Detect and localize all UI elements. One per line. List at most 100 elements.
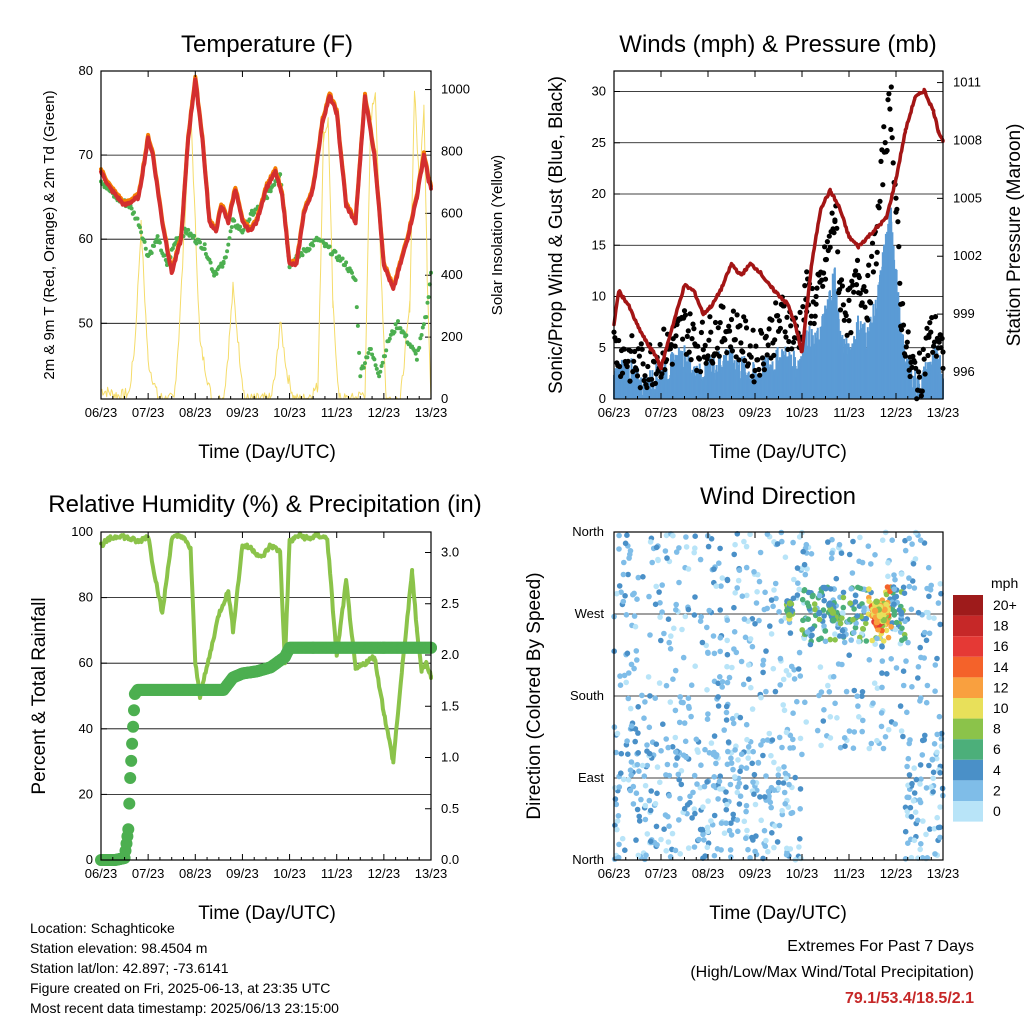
wind-direction-point <box>863 620 869 627</box>
wind-direction-point <box>657 600 663 606</box>
dewpoint-point <box>370 352 375 357</box>
rh-ytick-label: 0 <box>86 852 93 867</box>
wind-direction-point <box>682 738 689 745</box>
wind-direction-point <box>667 646 674 652</box>
wind-direction-point <box>715 796 721 802</box>
solar-ytick-label-right: 800 <box>441 143 463 158</box>
wind-direction-point <box>847 600 854 606</box>
wind-direction-point <box>786 672 792 678</box>
wind-gust-point <box>732 337 738 343</box>
dir-xtick-label: 07/23 <box>645 866 678 881</box>
wind-direction-point <box>937 621 943 628</box>
wind-direction-point <box>667 854 674 860</box>
wind-ytick-label: 10 <box>592 289 606 304</box>
wind-gust-point <box>669 361 675 367</box>
wind-gust-point <box>873 261 879 267</box>
wind-direction-point <box>644 831 651 837</box>
wind-direction-point <box>794 592 801 598</box>
wind-direction-point <box>736 801 743 807</box>
wind-direction-point <box>908 606 915 613</box>
wind-gust-point <box>789 346 795 352</box>
wind-direction-point <box>816 609 823 616</box>
wind-direction-point <box>898 609 905 615</box>
wind-direction-point <box>676 545 682 551</box>
wind-direction-point <box>850 538 856 545</box>
wind-direction-point <box>688 713 694 720</box>
wind-direction-point <box>636 768 642 774</box>
wind-gust-point <box>628 348 634 354</box>
wind-direction-point <box>647 693 653 699</box>
wind-direction-point <box>679 626 685 633</box>
wind-ytick-label: 20 <box>592 186 606 201</box>
wind-direction-point <box>727 847 734 853</box>
wind-direction-point <box>799 596 806 603</box>
wind-ytick-label: 0 <box>599 391 606 406</box>
wind-direction-point <box>930 775 936 782</box>
wind-direction-point <box>851 729 858 735</box>
wind-gust-point <box>716 353 722 359</box>
wind-gust-point <box>742 357 748 364</box>
wind-direction-point <box>666 772 673 779</box>
wind-gust-point <box>837 307 844 313</box>
wind-direction-point <box>719 575 726 581</box>
temp-ytick-label: 60 <box>79 231 93 246</box>
wind-direction-point <box>822 628 829 634</box>
dewpoint-point <box>425 300 430 305</box>
wind-direction-point <box>868 740 875 747</box>
wind-direction-point <box>933 755 940 762</box>
station-location: Location: Schaghticoke <box>30 920 175 936</box>
winds-title: Winds (mph) & Pressure (mb) <box>619 31 936 58</box>
wind-direction-point <box>658 637 664 644</box>
wind-direction-point <box>672 707 679 714</box>
wind-direction-point <box>930 769 937 776</box>
wind-direction-point <box>796 534 803 540</box>
wind-gust-point <box>642 373 648 379</box>
wind-direction-point <box>783 851 790 858</box>
wind-gust-point <box>916 369 922 375</box>
wind-gust-point <box>932 314 939 320</box>
wind-direction-point <box>783 668 790 674</box>
rh-xtick-label: 13/23 <box>415 866 448 881</box>
wind-direction-point <box>711 774 717 780</box>
wind-gust-point <box>856 274 862 281</box>
wind-gust-point <box>710 360 716 366</box>
speed-legend-swatch <box>953 636 983 657</box>
wind-gust-point <box>728 316 735 323</box>
wind-direction-point <box>899 625 905 631</box>
wind-direction-point <box>724 801 730 808</box>
wind-direction-point <box>780 702 786 708</box>
wind-direction-point <box>616 546 622 552</box>
dewpoint-point <box>149 251 154 255</box>
wind-direction-point <box>927 826 933 832</box>
temp-xtick-label: 11/23 <box>321 405 353 420</box>
wind-direction-point <box>930 789 936 795</box>
wind-gust-point <box>846 297 852 303</box>
dewpoint-point <box>413 351 418 356</box>
wind-direction-point <box>640 574 646 580</box>
wind-direction-point <box>711 566 717 572</box>
wind-direction-point <box>768 597 775 603</box>
temp-xtick-label: 08/23 <box>179 405 212 420</box>
wind-direction-point <box>620 571 627 578</box>
precip-point <box>122 823 135 836</box>
wind-direction-point <box>843 688 850 695</box>
wind-direction-point <box>616 841 622 848</box>
wind-direction-point <box>814 727 821 734</box>
dewpoint-point <box>238 224 243 229</box>
wind-direction-point <box>642 816 649 823</box>
wind-direction-point <box>926 614 932 621</box>
wind-direction-point <box>913 776 920 783</box>
wind-direction-point <box>902 635 908 641</box>
temp-ytick-label: 70 <box>79 147 93 162</box>
wind-gust-point <box>868 300 874 306</box>
wind-direction-point <box>622 847 628 853</box>
wind-direction-point <box>732 590 738 596</box>
wind-gust-point <box>730 308 737 314</box>
wind-direction-point <box>802 571 809 578</box>
wind-gust-point <box>736 357 742 363</box>
wind-direction-point <box>734 817 741 823</box>
wind-direction-point <box>837 620 844 627</box>
wind-direction-point <box>716 778 723 785</box>
wind-direction-point <box>654 764 661 770</box>
wind-direction-point <box>758 817 764 824</box>
